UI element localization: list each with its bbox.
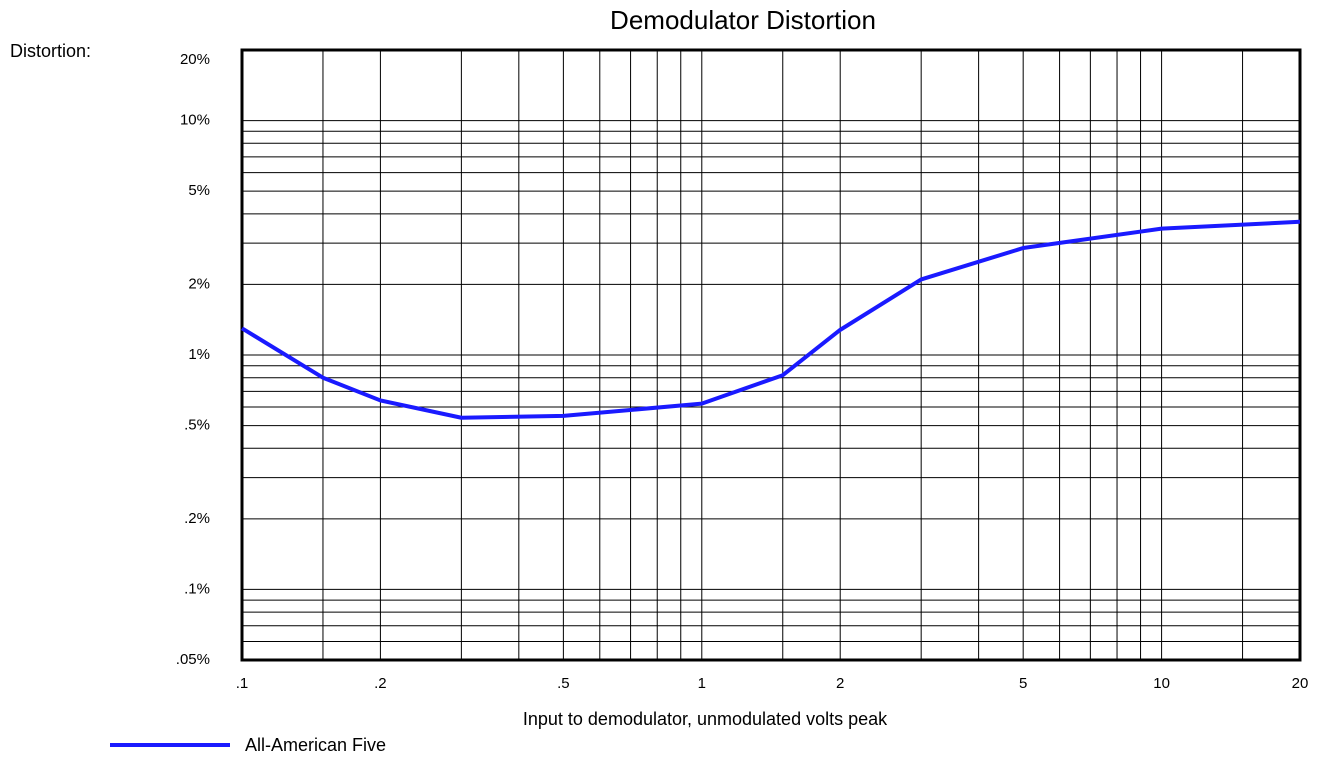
y-tick-label: 20% [180,51,210,68]
plot-border [240,48,1302,662]
legend-label: All-American Five [245,735,386,755]
y-tick-label: 2% [188,275,210,292]
x-tick-label: 1 [698,675,706,692]
x-tick-label: 2 [836,675,844,692]
y-tick-label: .05% [176,651,210,668]
x-axis-label: Input to demodulator, unmodulated volts … [523,709,888,729]
y-tick-label: 1% [188,346,210,363]
chart-title: Demodulator Distortion [610,5,876,35]
y-tick-label: .1% [184,580,210,597]
data-line [240,219,1301,420]
y-tick-label: .2% [184,510,210,527]
x-tick-label: .2 [374,675,387,692]
y-axis-label: Distortion: [10,41,91,61]
x-tick-label: 5 [1019,675,1027,692]
y-tick-label: .5% [184,417,210,434]
y-tick-label: 10% [180,112,210,129]
y-tick-label: 5% [188,182,210,199]
x-tick-label: .1 [236,675,249,692]
x-tick-label: 10 [1153,675,1170,692]
x-tick-label: .5 [557,675,570,692]
x-tick-label: 20 [1292,675,1309,692]
